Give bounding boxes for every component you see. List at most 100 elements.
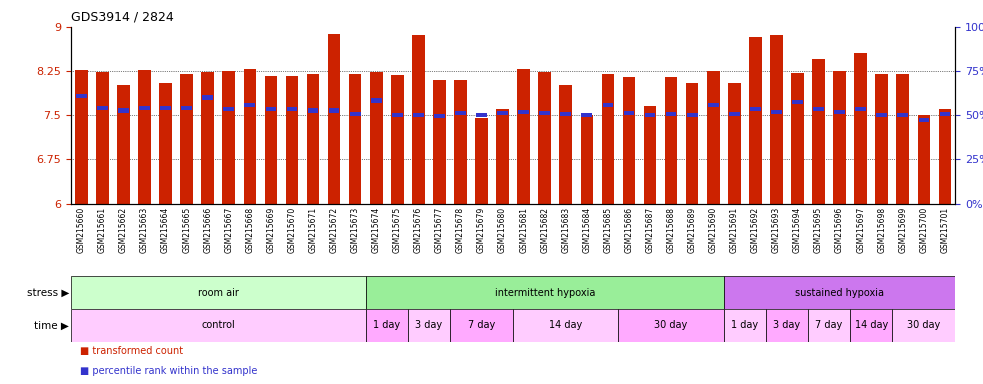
Bar [918, 118, 929, 122]
Text: GSM215670: GSM215670 [287, 207, 297, 253]
Bar [476, 113, 487, 117]
Text: 7 day: 7 day [468, 320, 495, 331]
Bar [808, 309, 850, 342]
Text: GSM215675: GSM215675 [393, 207, 402, 253]
Text: 3 day: 3 day [415, 320, 442, 331]
Bar [618, 309, 723, 342]
Bar [559, 84, 572, 204]
Bar [540, 111, 550, 115]
Bar [408, 309, 450, 342]
Text: 14 day: 14 day [854, 320, 888, 331]
Bar [893, 309, 955, 342]
Bar [750, 107, 761, 111]
Bar [264, 76, 277, 204]
Text: GSM215679: GSM215679 [477, 207, 486, 253]
Text: GSM215696: GSM215696 [836, 207, 844, 253]
Bar [850, 309, 893, 342]
Bar [97, 106, 108, 110]
Bar [475, 118, 488, 204]
Bar [645, 113, 656, 117]
Text: GSM215660: GSM215660 [77, 207, 86, 253]
Text: GSM215662: GSM215662 [119, 207, 128, 253]
Bar [349, 74, 362, 204]
Bar [835, 109, 845, 114]
Text: 3 day: 3 day [774, 320, 800, 331]
Text: GSM215691: GSM215691 [729, 207, 739, 253]
Bar [455, 111, 466, 115]
Bar [665, 77, 677, 204]
Bar [287, 107, 297, 111]
Text: GSM215687: GSM215687 [646, 207, 655, 253]
Text: GSM215694: GSM215694 [793, 207, 802, 253]
Bar [539, 72, 551, 204]
Text: GSM215680: GSM215680 [498, 207, 507, 253]
Bar [644, 106, 657, 204]
Text: ■ percentile rank within the sample: ■ percentile rank within the sample [80, 366, 257, 376]
Bar [140, 106, 149, 110]
Bar [766, 309, 808, 342]
Bar [707, 71, 720, 204]
Bar [665, 112, 676, 116]
Bar [181, 106, 192, 110]
Bar [834, 71, 846, 204]
Bar [118, 108, 129, 113]
Bar [71, 309, 366, 342]
Bar [708, 103, 719, 107]
Bar [392, 113, 403, 117]
Text: GSM215688: GSM215688 [666, 207, 675, 253]
Text: GSM215671: GSM215671 [309, 207, 318, 253]
Bar [76, 94, 87, 98]
Bar [366, 276, 723, 309]
Bar [75, 70, 87, 204]
Text: stress ▶: stress ▶ [27, 288, 70, 298]
Text: GSM215684: GSM215684 [582, 207, 592, 253]
Bar [160, 106, 171, 110]
Text: 1 day: 1 day [374, 320, 400, 331]
Bar [308, 108, 318, 113]
Bar [729, 112, 739, 116]
Text: GSM215667: GSM215667 [224, 207, 233, 253]
Text: GSM215690: GSM215690 [709, 207, 718, 253]
Text: room air: room air [198, 288, 239, 298]
Bar [749, 38, 762, 204]
Bar [391, 75, 404, 204]
Text: GSM215692: GSM215692 [751, 207, 760, 253]
Bar [497, 111, 508, 115]
Bar [622, 77, 635, 204]
Text: ■ transformed count: ■ transformed count [80, 346, 183, 356]
Text: 30 day: 30 day [655, 320, 688, 331]
Bar [96, 72, 109, 204]
Bar [603, 103, 613, 107]
Bar [71, 276, 366, 309]
Bar [854, 53, 867, 204]
Bar [202, 96, 213, 99]
Text: GSM215700: GSM215700 [919, 207, 928, 253]
Bar [202, 72, 214, 204]
Bar [877, 113, 887, 117]
Bar [496, 109, 509, 204]
Text: GSM215701: GSM215701 [941, 207, 950, 253]
Text: GSM215672: GSM215672 [329, 207, 338, 253]
Bar [728, 83, 740, 204]
Bar [454, 80, 467, 204]
Text: GDS3914 / 2824: GDS3914 / 2824 [71, 10, 174, 23]
Bar [686, 83, 699, 204]
Bar [434, 114, 444, 118]
Bar [897, 113, 908, 117]
Bar [223, 107, 234, 111]
Bar [434, 80, 445, 204]
Text: GSM215666: GSM215666 [203, 207, 212, 253]
Bar [939, 109, 952, 204]
Bar [582, 113, 592, 117]
Text: GSM215676: GSM215676 [414, 207, 423, 253]
Text: 1 day: 1 day [731, 320, 759, 331]
Text: GSM215668: GSM215668 [246, 207, 255, 253]
Text: GSM215699: GSM215699 [898, 207, 907, 253]
Bar [770, 35, 782, 204]
Bar [723, 309, 766, 342]
Bar [371, 98, 381, 103]
Bar [876, 74, 888, 204]
Bar [792, 100, 803, 104]
Bar [896, 74, 909, 204]
Bar [286, 76, 298, 204]
